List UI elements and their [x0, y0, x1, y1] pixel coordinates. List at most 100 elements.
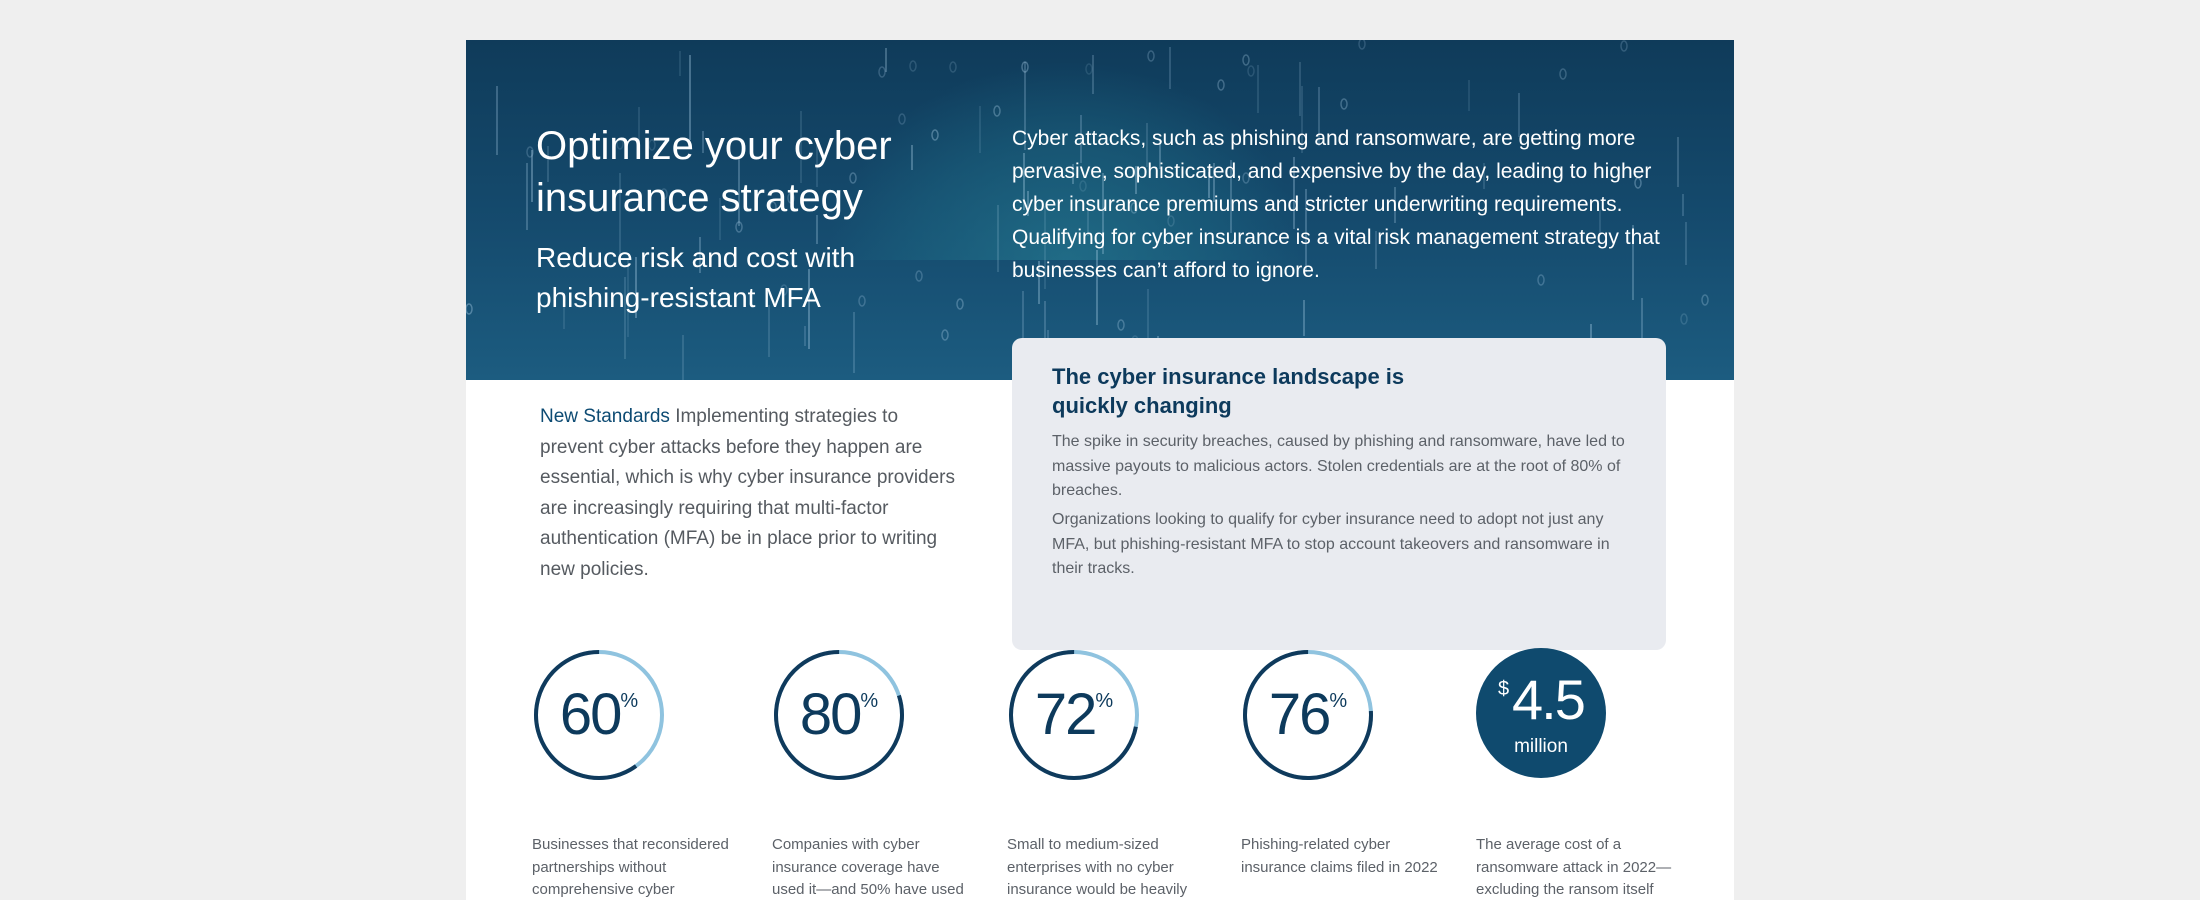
rain-streak: [638, 107, 640, 158]
rain-digit: [1620, 40, 1628, 52]
rain-digit: [1217, 79, 1225, 91]
stat-number: 60: [559, 682, 622, 747]
rain-streak: [816, 215, 818, 244]
rain-digit: [1358, 40, 1366, 50]
stat-description: The average cost of a ransomware attack …: [1476, 836, 1672, 898]
rain-streak: [627, 258, 629, 337]
rain-digit: [526, 146, 534, 158]
rain-streak: [1080, 115, 1082, 163]
rain-streak: [689, 55, 691, 140]
rain-digit: [466, 303, 473, 315]
rain-streak: [563, 304, 565, 329]
stat-value: 60%: [532, 648, 666, 782]
rain-digit: [1559, 68, 1567, 80]
rain-streak: [1092, 55, 1094, 94]
rain-streak: [1518, 93, 1520, 137]
rain-digit: [1537, 274, 1545, 286]
rain-streak: [1685, 222, 1687, 265]
rain-digit: [915, 270, 923, 282]
rain-digit: [1242, 54, 1250, 66]
rain-streak: [1677, 137, 1679, 187]
rain-streak: [768, 305, 770, 357]
rain-digit: [858, 295, 866, 307]
rain-streak: [738, 158, 740, 226]
progress-ring: [1243, 650, 1373, 780]
rain-digit: [878, 66, 886, 78]
rain-streak: [719, 198, 721, 240]
rain-digit: [941, 329, 949, 341]
rain-digit: [780, 284, 788, 296]
cost-unit: million: [1514, 736, 1568, 757]
rain-digit: [1021, 61, 1029, 73]
rain-digit: [1634, 177, 1642, 189]
hero-banner: Optimize your cyber insurance strategy R…: [466, 40, 1734, 380]
rain-streak: [1038, 261, 1040, 304]
rain-streak: [979, 106, 981, 153]
new-standards-lead: New Standards: [540, 406, 670, 427]
new-standards-body: Implementing strategies to prevent cyber…: [540, 406, 956, 580]
rain-streak: [804, 326, 806, 346]
rain-digit: [931, 129, 939, 141]
rain-streak: [1023, 153, 1025, 210]
rain-digit: [1117, 319, 1125, 331]
cost-circle: $ 4.5 million: [1476, 648, 1606, 778]
document-page: Optimize your cyber insurance strategy R…: [466, 40, 1734, 900]
stat-description: Small to medium-sized enterprises with n…: [1007, 836, 1188, 898]
rain-streak: [1027, 191, 1029, 216]
rain-streak: [1293, 157, 1295, 229]
stat-value: 72%: [1007, 648, 1141, 782]
rain-streak: [1468, 80, 1470, 111]
stat-description: Phishing-related cyber insurance claims …: [1241, 836, 1438, 876]
rain-streak: [997, 205, 999, 272]
rain-streak: [682, 335, 684, 380]
rain-streak: [1022, 291, 1024, 342]
rain-streak: [1318, 87, 1320, 146]
percent-sign: %: [860, 690, 879, 712]
ring-progress: [534, 650, 664, 780]
rain-digit: [949, 61, 957, 73]
stat-enterprises: 72% Small to medium-sized enterprises wi…: [1007, 648, 1207, 900]
rain-streak: [1044, 206, 1046, 289]
stat-description: Companies with cyber insurance coverage …: [772, 836, 964, 898]
rain-digit: [1167, 215, 1175, 227]
rain-digit: [1079, 180, 1087, 192]
rain-streak: [1641, 298, 1643, 370]
stat-value: 76%: [1241, 648, 1375, 782]
rain-digit: [1701, 294, 1709, 306]
percent-sign: %: [620, 690, 639, 712]
landscape-card: The cyber insurance landscape is quickly…: [1012, 338, 1666, 650]
stat-number: 80: [799, 682, 862, 747]
rain-digit: [1242, 172, 1250, 184]
card-title: The cyber insurance landscape is quickly…: [1052, 364, 1405, 418]
rain-digit: [1247, 65, 1255, 77]
rain-streak: [619, 173, 621, 259]
rain-streak: [1213, 163, 1215, 202]
rain-digit: [735, 221, 743, 233]
rain-streak: [1072, 164, 1074, 184]
rain-digit: [616, 138, 624, 150]
rain-digit: [769, 201, 777, 213]
rain-streak: [1301, 86, 1303, 153]
rain-streak: [1102, 173, 1104, 254]
percent-sign: %: [1329, 690, 1348, 712]
rain-digit: [956, 298, 964, 310]
progress-ring: [1009, 650, 1139, 780]
binary-rain-background: [466, 40, 1709, 380]
card-paragraph-1: The spike in security breaches, caused b…: [1052, 433, 1625, 499]
rain-streak: [1024, 62, 1026, 150]
rain-streak: [1257, 65, 1259, 113]
new-standards-paragraph: New Standards Implementing strategies to…: [540, 402, 960, 585]
umbrella-image: [826, 60, 1306, 260]
rain-digit: [1340, 98, 1348, 110]
rain-digit: [648, 139, 656, 151]
rain-streak: [1159, 139, 1161, 169]
hero-intro-text: Cyber attacks, such as phishing and rans…: [1012, 127, 1660, 282]
rain-streak: [1230, 160, 1232, 233]
rain-streak: [885, 48, 887, 72]
stat-ransomware-cost: $ 4.5 million The average cost of a rans…: [1476, 648, 1676, 900]
rain-digit: [787, 192, 795, 204]
rain-streak: [1169, 47, 1171, 89]
rain-streak: [1599, 210, 1601, 235]
rain-streak: [679, 51, 681, 76]
stat-value: 80%: [772, 648, 906, 782]
